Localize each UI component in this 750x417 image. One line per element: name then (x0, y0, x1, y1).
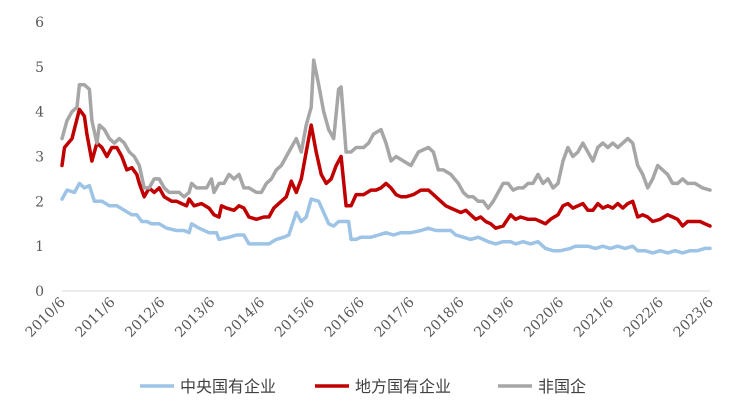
y-tick-label: 0 (35, 284, 44, 300)
x-tick-label: 2010/6 (23, 294, 69, 340)
series-lines (60, 58, 712, 255)
series-line-1 (60, 181, 712, 255)
x-tick-label: 2021/6 (571, 294, 617, 340)
x-tick-label: 2019/6 (471, 294, 517, 340)
x-tick-label: 2018/6 (421, 294, 467, 340)
x-tick-label: 2017/6 (372, 294, 418, 340)
y-tick-label: 5 (35, 60, 44, 76)
legend-label: 地方国有企业 (355, 377, 451, 396)
y-tick-label: 3 (35, 150, 44, 166)
x-tick-label: 2016/6 (322, 294, 368, 340)
x-tick-label: 2014/6 (222, 294, 268, 340)
x-tick-label: 2022/6 (621, 294, 667, 340)
legend-label: 中央国有企业 (180, 377, 276, 396)
series-line-3 (60, 58, 712, 210)
x-tick-label: 2023/6 (671, 294, 717, 340)
x-tick-label: 2020/6 (521, 294, 567, 340)
x-tick-label: 2012/6 (122, 294, 168, 340)
y-axis-tick-labels: 0 1 2 3 4 5 6 (35, 15, 44, 300)
series-line-2 (60, 107, 712, 230)
y-tick-label: 2 (35, 194, 44, 210)
x-tick-label: 2011/6 (73, 294, 119, 340)
legend: 中央国有企业 地方国有企业 非国企 (140, 377, 586, 396)
y-tick-label: 4 (35, 105, 44, 121)
x-axis-tick-labels: 2010/6 2011/6 2012/6 2013/6 2014/6 2015/6 2016… (23, 294, 717, 340)
legend-label: 非国企 (538, 377, 586, 396)
y-tick-label: 1 (35, 239, 44, 255)
x-tick-label: 2015/6 (272, 294, 318, 340)
x-tick-label: 2013/6 (172, 294, 218, 340)
y-tick-label: 6 (35, 15, 44, 31)
